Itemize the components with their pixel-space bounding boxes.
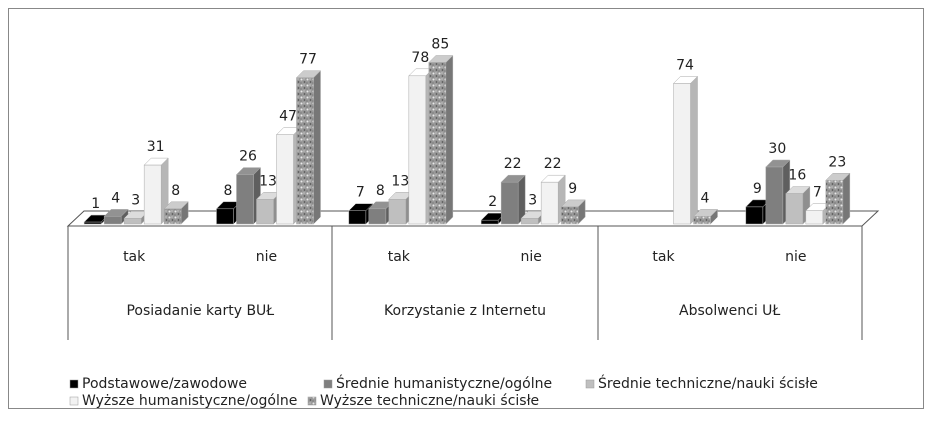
- group-label: Korzystanie z Internetu: [384, 303, 546, 319]
- data-label: 3: [131, 192, 140, 208]
- legend-label: Wyższe humanistyczne/ogólne: [82, 393, 297, 409]
- data-label: 16: [788, 168, 806, 184]
- bar: [368, 208, 387, 225]
- bar: [428, 62, 447, 225]
- legend-label: Średnie techniczne/nauki ścisłe: [598, 374, 818, 392]
- data-label: 3: [528, 192, 537, 208]
- bar: [83, 221, 102, 225]
- bar: [256, 199, 274, 225]
- bar: [825, 180, 844, 225]
- data-label: 85: [431, 37, 449, 53]
- bar: [520, 218, 539, 225]
- data-label: 26: [239, 149, 257, 165]
- bar: [348, 210, 367, 225]
- data-label: 9: [568, 181, 577, 197]
- data-label: 74: [676, 57, 694, 73]
- data-label: 8: [224, 183, 233, 199]
- bar: [765, 166, 784, 225]
- data-label: 4: [701, 190, 710, 206]
- bar: [163, 208, 182, 225]
- data-label: 47: [279, 109, 297, 125]
- x-tick-label: tak: [123, 249, 146, 265]
- bar: [388, 199, 407, 225]
- legend-label: Podstawowe/zawodowe: [82, 376, 247, 392]
- bar: [673, 83, 691, 225]
- group-label: Absolwenci UŁ: [679, 303, 780, 319]
- data-label: 2: [488, 194, 497, 210]
- data-label: 7: [813, 185, 822, 201]
- bar: [143, 164, 162, 225]
- legend-swatch: [307, 396, 317, 406]
- data-label: 8: [171, 183, 180, 199]
- legend-label: Średnie humanistyczne/ogólne: [336, 374, 552, 392]
- data-label: 4: [111, 190, 120, 206]
- legend-swatch: [69, 396, 79, 406]
- data-label: 9: [753, 181, 762, 197]
- bar: [276, 134, 294, 225]
- bar: [693, 216, 711, 225]
- bar-side: [842, 172, 851, 225]
- x-tick-label: nie: [256, 249, 277, 265]
- bar: [500, 181, 519, 225]
- legend-label: Wyższe techniczne/nauki ścisłe: [320, 393, 539, 409]
- bar: [408, 75, 427, 225]
- x-tick-label: nie: [785, 249, 806, 265]
- data-label: 22: [544, 156, 562, 172]
- data-label: 8: [376, 183, 385, 199]
- bar-side: [313, 70, 321, 225]
- bar-side: [690, 75, 698, 225]
- bar: [103, 216, 122, 225]
- data-label: 13: [259, 173, 277, 189]
- data-label: 31: [147, 139, 165, 155]
- bar: [745, 206, 764, 225]
- data-label: 30: [768, 141, 786, 157]
- bar: [123, 218, 142, 225]
- x-tick-label: tak: [652, 249, 675, 265]
- data-label: 22: [504, 156, 522, 172]
- x-tick-label: tak: [388, 249, 411, 265]
- bar-side: [445, 54, 454, 225]
- bar: [296, 77, 314, 225]
- bar: [805, 210, 824, 225]
- data-label: 1: [91, 196, 100, 212]
- legend-swatch: [323, 379, 333, 389]
- bar: [560, 206, 579, 225]
- data-label: 78: [411, 50, 429, 66]
- bar: [480, 219, 499, 225]
- data-label: 13: [391, 173, 409, 189]
- data-label: 23: [828, 154, 846, 170]
- bar: [236, 174, 254, 225]
- x-tick-label: nie: [520, 249, 541, 265]
- legend-swatch: [69, 379, 79, 389]
- data-label: 7: [356, 185, 365, 201]
- bar: [785, 193, 804, 225]
- data-label: 77: [299, 52, 317, 68]
- group-label: Posiadanie karty BUŁ: [126, 303, 274, 319]
- legend-swatch: [585, 379, 595, 389]
- bar: [216, 208, 234, 225]
- bar: [540, 181, 559, 225]
